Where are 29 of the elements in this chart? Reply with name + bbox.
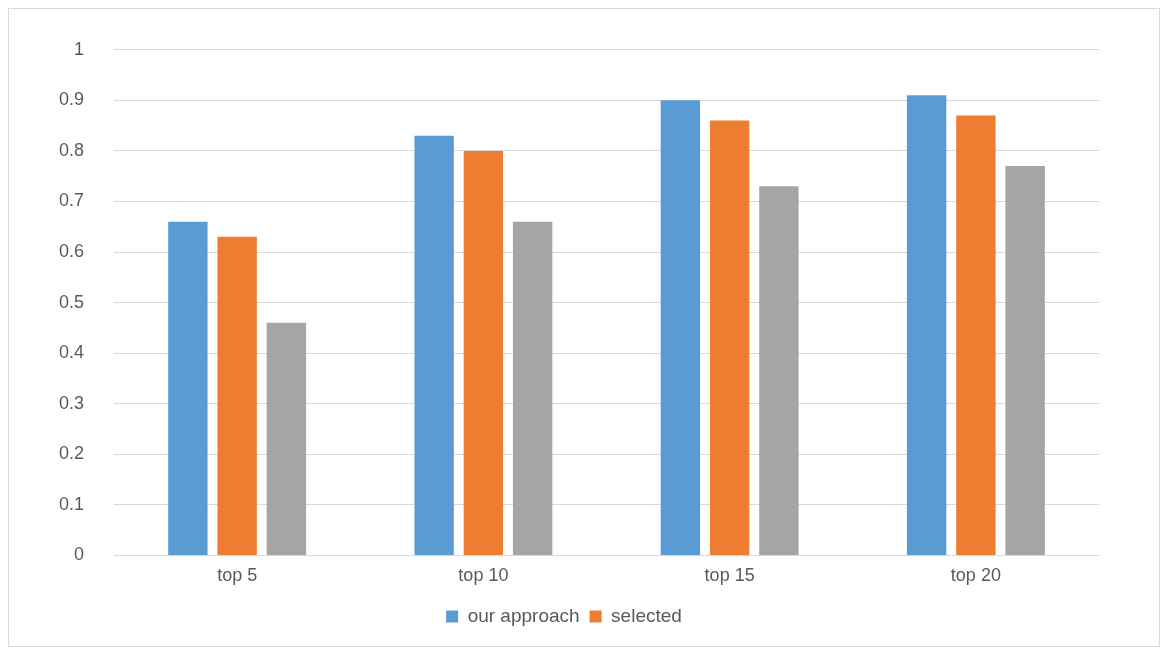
legend-label: our approach xyxy=(467,604,580,626)
y-tick-label: 0.2 xyxy=(58,443,85,464)
y-tick-label: 0.7 xyxy=(58,190,85,211)
x-tick-label: top 15 xyxy=(704,565,755,586)
bar xyxy=(759,186,799,555)
x-tick-label: top 20 xyxy=(950,565,1001,586)
bar xyxy=(709,120,750,555)
x-tick-label: top 5 xyxy=(217,565,258,586)
bar xyxy=(463,150,504,555)
y-tick-label: 1 xyxy=(74,38,85,59)
bar xyxy=(168,221,208,555)
bar xyxy=(414,135,454,555)
bar xyxy=(956,115,996,555)
y-tick-label: 0.6 xyxy=(58,241,85,262)
legend-label: selected xyxy=(611,604,682,626)
y-tick-label: 0.9 xyxy=(58,89,85,110)
y-tick-label: 0.8 xyxy=(58,139,85,160)
y-tick-label: 0.1 xyxy=(58,493,85,514)
x-tick-label: top 10 xyxy=(458,565,509,586)
bar xyxy=(217,236,257,555)
bar xyxy=(512,221,553,555)
y-tick-label: 0 xyxy=(74,544,85,565)
bar xyxy=(660,100,701,555)
y-tick-label: 0.4 xyxy=(58,342,85,363)
bar xyxy=(906,95,947,555)
y-tick-label: 0.3 xyxy=(58,392,85,413)
bar xyxy=(1005,166,1045,555)
bar xyxy=(266,322,307,555)
y-tick-label: 0.5 xyxy=(58,291,85,312)
